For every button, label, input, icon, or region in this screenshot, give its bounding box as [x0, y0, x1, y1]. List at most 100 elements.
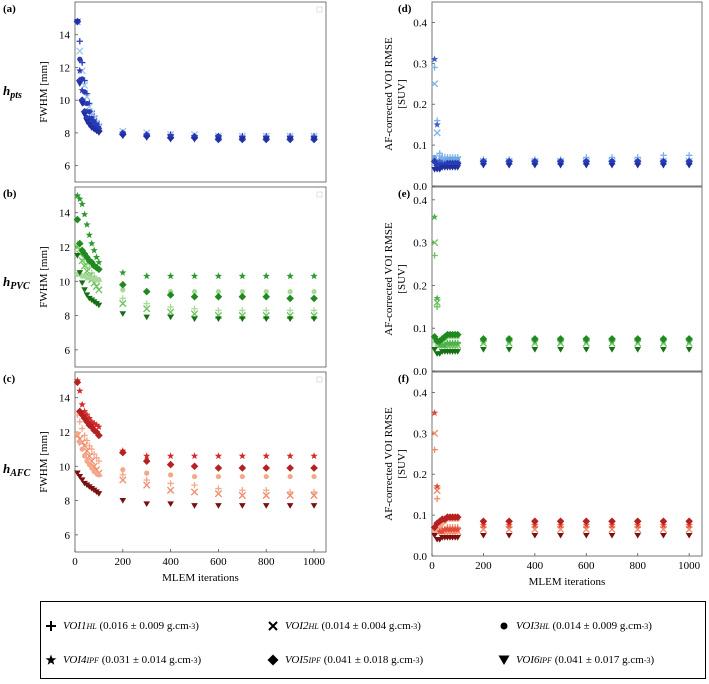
figure-canvas: 6 8 10 12 14 (a) FWHM [mm] 6 8 10 12 14 (b) FWHM [mm]… [3, 1, 703, 588]
data-point-voi6 [143, 135, 151, 141]
data-point-voi4 [167, 452, 175, 460]
y-axis-label: AF-corrected VOI RMSE [383, 37, 395, 151]
diamond-marker-icon [267, 654, 279, 666]
legend-name: VOI5 [285, 654, 309, 666]
x-tick-label: 800 [258, 556, 275, 568]
data-point-voi5 [556, 157, 565, 166]
data-point-voi1 [685, 152, 693, 159]
row-label: hAFC [3, 461, 31, 479]
y-axis-label: FWHM [mm] [38, 246, 50, 307]
data-point-voi4 [286, 272, 294, 280]
data-point-voi5 [582, 335, 591, 343]
data-point-voi5 [85, 421, 94, 429]
legend-text: (0.041 ± 0.017 g.cm [554, 654, 644, 666]
data-point-voi4 [92, 421, 101, 429]
plot-frame [74, 186, 327, 368]
data-point-voi1 [433, 303, 441, 311]
data-point-voi2 [119, 476, 127, 484]
data-point-voi1 [431, 252, 438, 259]
data-point-voi3 [311, 288, 317, 295]
data-point-voi1 [119, 295, 127, 302]
y-tick-label: 0.4 [413, 387, 427, 399]
corner-mark [316, 6, 323, 13]
data-point-voi4 [143, 272, 151, 280]
x-tick-label: 200 [475, 560, 492, 572]
data-point-voi4 [454, 339, 462, 347]
data-point-voi2 [92, 282, 101, 291]
data-point-voi5 [87, 258, 96, 267]
x-tick-label: 400 [162, 556, 179, 568]
data-point-voi4 [262, 452, 270, 460]
data-point-voi4 [238, 272, 246, 280]
data-point-voi2 [78, 257, 86, 265]
data-point-voi1 [660, 152, 667, 159]
data-point-voi4 [433, 294, 441, 302]
data-point-voi6 [531, 162, 539, 169]
data-point-voi4 [214, 452, 222, 460]
data-point-voi5 [608, 157, 616, 166]
data-point-voi6 [582, 347, 590, 353]
data-point-voi4 [76, 195, 84, 203]
data-point-voi2 [433, 486, 441, 495]
data-point-voi6 [608, 162, 616, 169]
x-axis-label: MLEM iterations [162, 572, 239, 584]
data-point-voi3 [144, 470, 150, 476]
data-point-voi6 [119, 311, 127, 317]
data-point-voi1 [215, 485, 222, 492]
data-point-voi6 [505, 532, 513, 539]
data-point-voi2 [76, 47, 84, 55]
y-tick-label: 0.4 [413, 195, 427, 207]
data-point-voi6 [262, 316, 270, 322]
x-tick-label: 800 [629, 560, 646, 572]
row-label-base: h [3, 274, 10, 289]
data-point-voi6 [119, 497, 127, 504]
circle-marker-icon [500, 622, 508, 630]
data-point-voi1 [431, 64, 438, 71]
data-point-voi6 [215, 136, 222, 143]
data-point-voi4 [85, 231, 93, 239]
y-tick-label: 0.0 [413, 181, 427, 193]
data-point-voi6 [262, 136, 270, 143]
legend-sub: HL [86, 621, 97, 631]
data-point-voi6 [310, 136, 318, 143]
data-point-voi1 [310, 488, 318, 496]
data-point-voi2 [262, 491, 270, 500]
data-point-voi5 [214, 292, 223, 301]
legend-close: ) [419, 654, 424, 666]
data-point-voi5 [75, 407, 84, 416]
data-point-voi5 [453, 513, 462, 521]
data-point-voi4 [262, 272, 270, 280]
data-point-voi3 [287, 288, 293, 295]
data-point-voi5 [190, 462, 199, 471]
data-point-voi5 [238, 292, 247, 301]
data-point-voi6 [557, 532, 564, 539]
data-point-voi5 [505, 335, 513, 343]
data-point-voi5 [441, 332, 449, 341]
legend-box: VOI1 HL (0.016 ± 0.009 g.cm -3) VOI2 HL (0.… [40, 601, 706, 679]
data-point-voi3 [96, 276, 102, 283]
data-point-voi3 [239, 473, 245, 480]
data-point-voi6 [239, 503, 246, 509]
row-label: hPVC [3, 274, 30, 292]
data-point-voi5 [659, 517, 668, 526]
y-tick-label: 0.4 [413, 17, 427, 29]
data-point-voi5 [438, 335, 447, 343]
data-point-voi1 [167, 303, 174, 311]
panel-label: (d) [398, 3, 412, 15]
star-marker-icon [45, 654, 57, 665]
data-point-voi6 [531, 532, 539, 539]
data-point-voi6 [480, 347, 487, 353]
data-point-voi1 [167, 480, 174, 487]
data-point-voi1 [78, 59, 86, 66]
x-marker-icon [268, 621, 278, 631]
data-point-voi5 [659, 335, 668, 343]
data-point-voi6 [634, 347, 642, 353]
data-point-voi2 [556, 525, 565, 534]
legend-sup: -3 [641, 621, 649, 631]
legend-sup: -3 [190, 655, 198, 665]
data-point-voi3 [81, 453, 88, 459]
data-point-voi5 [75, 239, 84, 248]
data-point-voi6 [191, 316, 198, 322]
data-point-voi5 [531, 335, 539, 343]
data-point-voi6 [143, 314, 151, 321]
